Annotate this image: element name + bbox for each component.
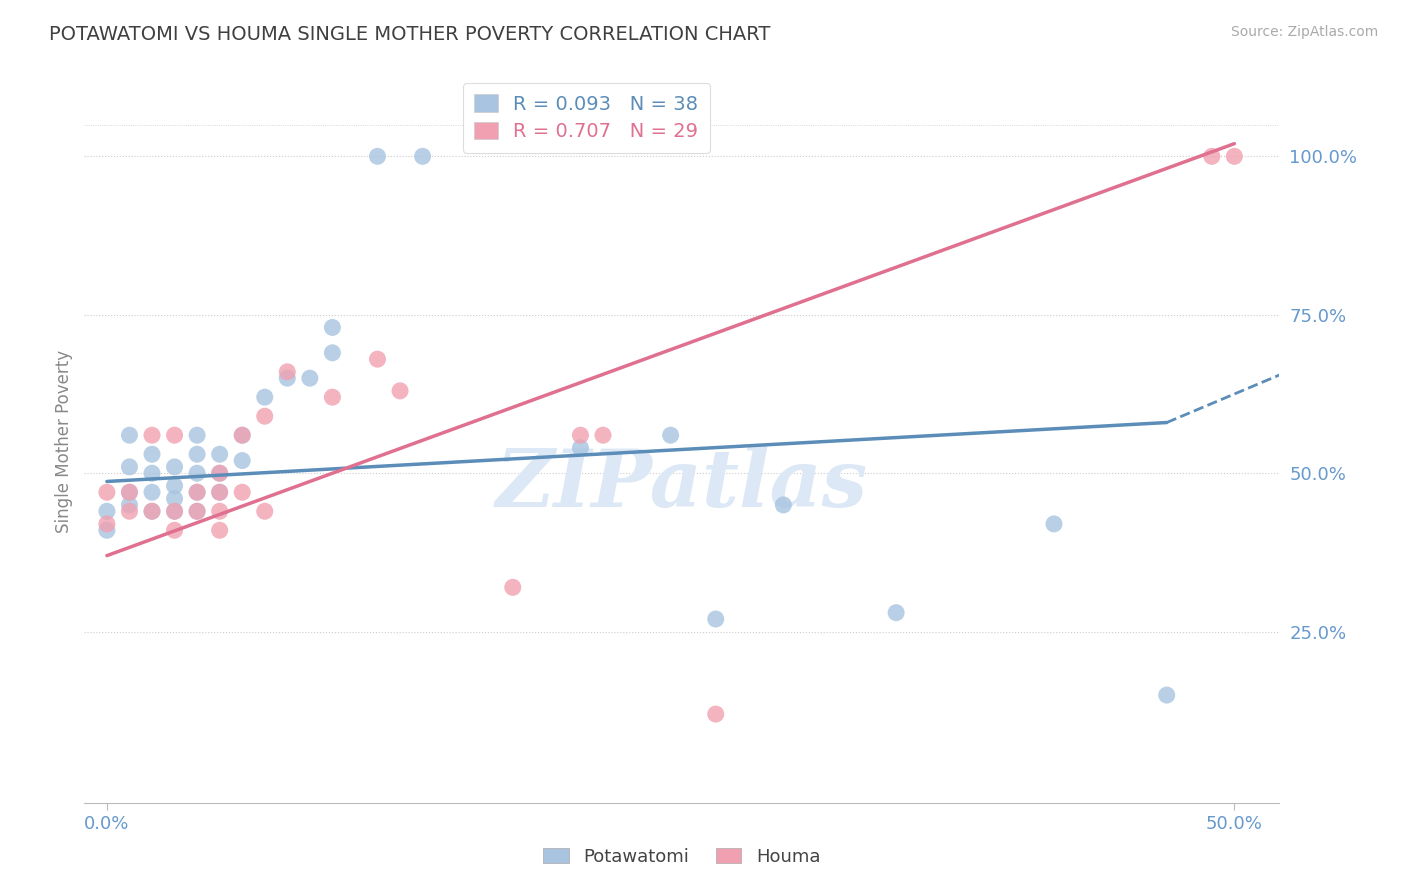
Point [704, 612, 727, 626]
Point [1156, 688, 1178, 702]
Point [659, 428, 682, 442]
Point [186, 447, 208, 461]
Point [141, 447, 163, 461]
Point [569, 441, 592, 455]
Point [1043, 516, 1066, 531]
Text: ZIPatlas: ZIPatlas [496, 446, 868, 524]
Point [276, 371, 298, 385]
Point [141, 428, 163, 442]
Point [118, 459, 141, 474]
Point [96, 516, 118, 531]
Point [366, 149, 388, 163]
Point [163, 523, 186, 537]
Point [208, 504, 231, 518]
Point [163, 504, 186, 518]
Point [276, 365, 298, 379]
Point [231, 428, 253, 442]
Point [141, 485, 163, 500]
Point [231, 485, 253, 500]
Point [163, 491, 186, 506]
Point [118, 498, 141, 512]
Point [412, 149, 434, 163]
Point [321, 390, 343, 404]
Point [772, 498, 794, 512]
Point [253, 504, 276, 518]
Point [253, 390, 276, 404]
Point [208, 485, 231, 500]
Point [186, 504, 208, 518]
Point [1201, 149, 1223, 163]
Point [96, 485, 118, 500]
Point [298, 371, 321, 385]
Point [186, 485, 208, 500]
Point [389, 384, 412, 398]
Point [118, 428, 141, 442]
Point [208, 467, 231, 481]
Point [118, 504, 141, 518]
Point [141, 504, 163, 518]
Y-axis label: Single Mother Poverty: Single Mother Poverty [55, 350, 73, 533]
Point [186, 428, 208, 442]
Point [186, 504, 208, 518]
Point [704, 707, 727, 722]
Point [321, 320, 343, 334]
Point [96, 523, 118, 537]
Point [163, 479, 186, 493]
Point [208, 523, 231, 537]
Point [163, 428, 186, 442]
Point [208, 467, 231, 481]
Point [502, 580, 524, 594]
Point [186, 467, 208, 481]
Point [96, 504, 118, 518]
Point [208, 447, 231, 461]
Point [253, 409, 276, 424]
Point [366, 352, 388, 367]
Text: POTAWATOMI VS HOUMA SINGLE MOTHER POVERTY CORRELATION CHART: POTAWATOMI VS HOUMA SINGLE MOTHER POVERT… [49, 25, 770, 44]
Point [118, 485, 141, 500]
Point [231, 428, 253, 442]
Point [141, 467, 163, 481]
Text: Source: ZipAtlas.com: Source: ZipAtlas.com [1230, 25, 1378, 39]
Point [118, 485, 141, 500]
Point [208, 485, 231, 500]
Point [141, 504, 163, 518]
Point [884, 606, 907, 620]
Point [163, 459, 186, 474]
Legend: Potawatomi, Houma: Potawatomi, Houma [536, 841, 828, 873]
Point [163, 504, 186, 518]
Point [186, 485, 208, 500]
Point [231, 453, 253, 467]
Point [592, 428, 614, 442]
Point [569, 428, 592, 442]
Point [321, 346, 343, 360]
Point [1223, 149, 1246, 163]
